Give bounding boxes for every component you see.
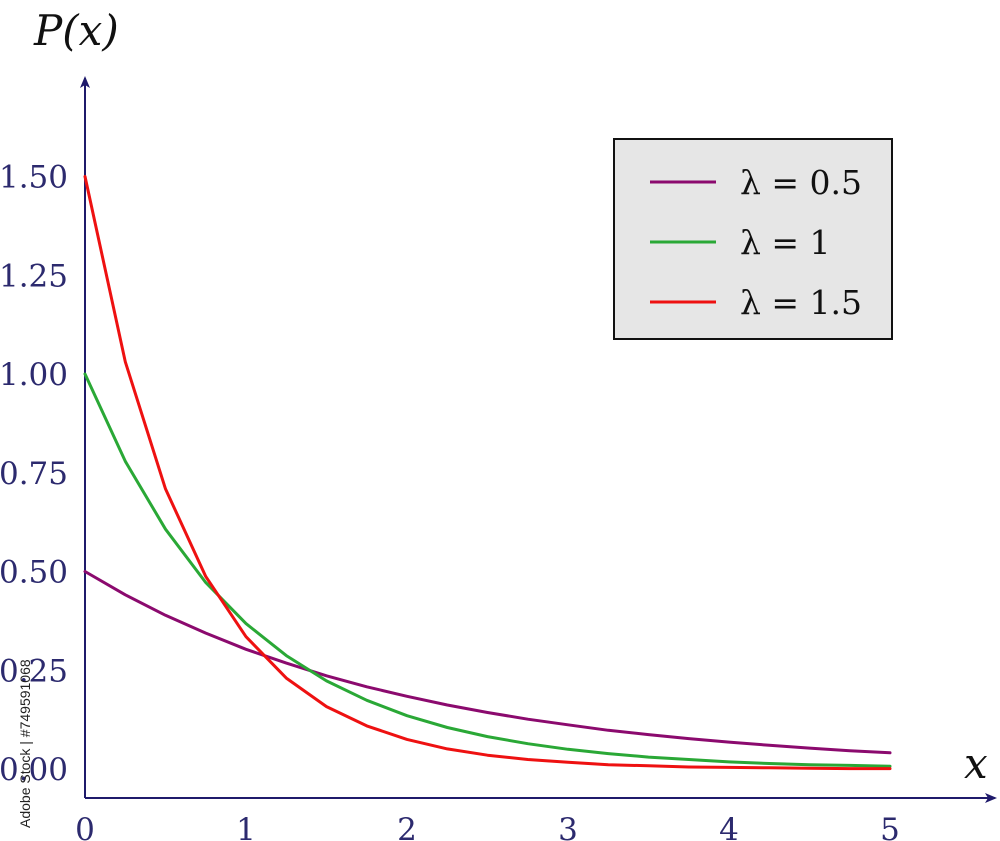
x-tick-label: 4 bbox=[719, 812, 739, 841]
y-tick-label: 1.25 bbox=[0, 258, 68, 294]
x-tick-label: 0 bbox=[75, 812, 95, 841]
legend-label-3: λ = 1.5 bbox=[740, 283, 862, 322]
y-tick-label: 0.25 bbox=[0, 653, 68, 689]
series-lines bbox=[83, 175, 892, 771]
y-tick-label: 0.00 bbox=[0, 752, 68, 788]
y-tick-labels: 0.00 0.25 0.50 0.75 1.00 1.25 1.50 bbox=[0, 160, 68, 789]
legend-box bbox=[613, 138, 893, 340]
series-line-3 bbox=[83, 175, 892, 771]
legend-entries: λ = 0.5 λ = 1 λ = 1.5 bbox=[650, 163, 862, 322]
series-line-1 bbox=[83, 570, 892, 755]
legend-label-1: λ = 0.5 bbox=[740, 163, 862, 202]
y-tick-label: 1.00 bbox=[0, 357, 68, 393]
y-axis-title: P(x) bbox=[33, 6, 119, 55]
x-tick-labels: 0 1 2 3 4 5 bbox=[75, 812, 900, 841]
y-tick-label: 1.50 bbox=[0, 160, 68, 196]
x-tick-label: 2 bbox=[397, 812, 417, 841]
watermark-text: Adobe Stock | #749591068 bbox=[17, 659, 33, 828]
x-tick-label: 5 bbox=[880, 812, 900, 841]
x-axis-title: x bbox=[964, 739, 988, 788]
series-line-2 bbox=[83, 372, 892, 768]
legend: λ = 0.5 λ = 1 λ = 1.5 bbox=[613, 138, 893, 340]
x-tick-label: 1 bbox=[236, 812, 256, 841]
y-tick-label: 0.75 bbox=[0, 456, 68, 492]
x-tick-label: 3 bbox=[558, 812, 578, 841]
y-tick-label: 0.50 bbox=[0, 555, 68, 591]
legend-label-2: λ = 1 bbox=[740, 223, 831, 262]
